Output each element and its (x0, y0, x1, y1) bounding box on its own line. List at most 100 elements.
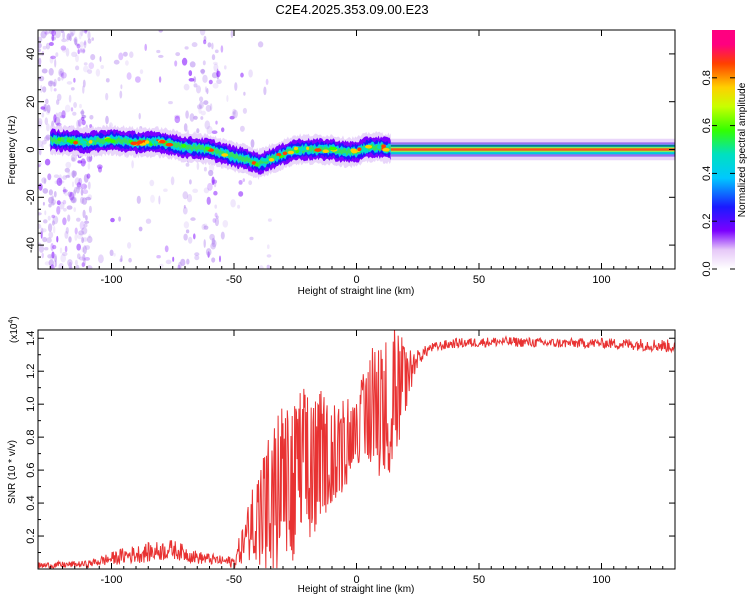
noise-blob (204, 86, 208, 93)
snr-multiplier-exp: 4 (8, 320, 15, 324)
noise-blob (65, 227, 69, 234)
noise-blob (211, 42, 214, 50)
noise-blob (95, 68, 101, 77)
noise-blob (62, 175, 67, 180)
noise-blob (257, 41, 264, 48)
noise-blob (45, 98, 49, 105)
noise-blob (58, 68, 65, 77)
noise-blob (214, 204, 217, 209)
noise-blob (80, 158, 86, 167)
noise-blob (38, 52, 44, 57)
noise-blob (44, 117, 48, 125)
noise-blob (149, 179, 155, 187)
noise-blob (186, 194, 193, 203)
noise-blob (183, 123, 188, 132)
noise-blob (158, 54, 164, 58)
noise-blob (266, 264, 270, 269)
spectrogram-y-tick-label: -40 (25, 237, 37, 253)
noise-blob (74, 38, 78, 46)
noise-blob (248, 69, 253, 78)
snr-x-tick-label: -50 (226, 574, 242, 586)
noise-blob (38, 42, 42, 49)
noise-blob (113, 59, 120, 65)
noise-blob (79, 103, 82, 109)
noise-blob (82, 85, 85, 94)
noise-blob (119, 90, 123, 99)
noise-blob (38, 149, 42, 156)
noise-blob (158, 195, 161, 205)
noise-blob (45, 109, 51, 115)
ridge-hotspot (64, 139, 68, 143)
noise-blob (75, 264, 80, 269)
noise-blob (265, 78, 269, 85)
noise-blob (52, 244, 57, 250)
noise-blob (242, 107, 247, 114)
ridge-hotspot (282, 151, 288, 156)
noise-blob (240, 125, 245, 132)
noise-blob (43, 247, 49, 251)
noise-blob (98, 166, 102, 173)
noise-blob (88, 234, 91, 239)
snr-x-tick-label: 50 (473, 574, 485, 586)
noise-blob (68, 236, 72, 243)
noise-blob (87, 69, 93, 74)
noise-blob (238, 191, 244, 197)
noise-blob (43, 178, 47, 185)
noise-blob (120, 84, 123, 90)
noise-blob (207, 42, 212, 48)
noise-blob (158, 30, 163, 33)
noise-blob (38, 183, 43, 191)
noise-blob (267, 218, 272, 222)
noise-blob (40, 106, 46, 110)
noise-blob (184, 46, 189, 50)
noise-blob (183, 83, 190, 91)
snr-y-tick-label: 1.0 (25, 397, 37, 412)
noise-blob (86, 265, 93, 269)
snr-y-tick-label: 0.2 (25, 528, 37, 543)
spectrogram-y-tick-label: 40 (25, 48, 37, 60)
ridge-hotspot (261, 158, 269, 162)
ridge-hotspot (357, 147, 362, 151)
noise-blob (48, 203, 52, 208)
noise-blob (105, 78, 110, 83)
noise-blob (59, 70, 63, 76)
spectrogram-y-tick-label: 20 (25, 96, 37, 108)
noise-blob (196, 128, 200, 134)
noise-blob (243, 91, 246, 96)
noise-blob (60, 30, 64, 33)
noise-blob (54, 260, 57, 268)
noise-blob (199, 30, 206, 36)
noise-blob (62, 110, 67, 116)
noise-blob (59, 247, 63, 254)
noise-blob (194, 255, 200, 261)
noise-blob (77, 49, 80, 55)
noise-blob (64, 230, 69, 239)
noise-blob (38, 223, 42, 229)
noise-blob (84, 30, 88, 33)
noise-blob (219, 255, 221, 263)
spectrogram-y-label: Frequency (Hz) (7, 116, 18, 185)
snr-multiplier-open: (x10 (9, 323, 20, 343)
noise-blob (73, 77, 76, 83)
noise-blob (54, 58, 57, 68)
spectrogram-marks (38, 30, 675, 269)
noise-blob (62, 186, 66, 195)
ridge-hotspot (137, 140, 143, 144)
noise-blob (86, 173, 91, 179)
snr-y-ticks: 0.2 0.4 0.6 0.8 1.0 1.2 1.4 (25, 331, 675, 554)
noise-blob (38, 120, 43, 129)
noise-blob (47, 80, 54, 87)
noise-blob (55, 52, 59, 57)
noise-blob (41, 228, 47, 233)
noise-blob (208, 79, 213, 85)
noise-blob (189, 113, 195, 122)
noise-blob (207, 182, 213, 191)
noise-blob (56, 177, 62, 186)
noise-blob (58, 180, 65, 184)
noise-blob (135, 76, 141, 83)
noise-blob (197, 104, 202, 110)
noise-blob (206, 88, 209, 95)
ridge-hotspot (155, 140, 158, 145)
ridge-hotspot (365, 144, 373, 149)
noise-blob (74, 177, 81, 186)
